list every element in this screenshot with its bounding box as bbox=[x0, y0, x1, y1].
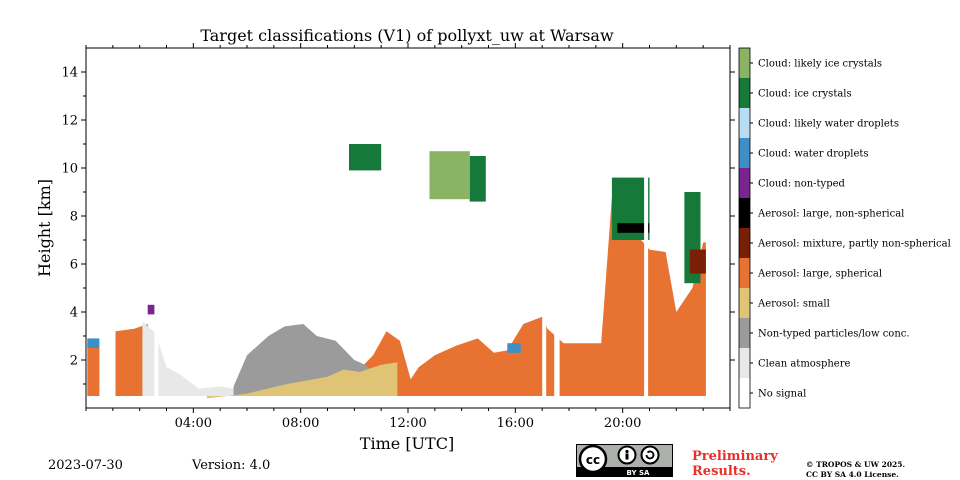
x-axis-label: Time [UTC] bbox=[360, 434, 454, 453]
version-label: Version: 4.0 bbox=[192, 458, 271, 473]
colorbar-label: Cloud: likely ice crystals bbox=[758, 59, 882, 70]
colorbar-label: Aerosol: large, spherical bbox=[757, 269, 882, 280]
colorbar-label: Aerosol: small bbox=[757, 299, 830, 310]
svg-text:cc: cc bbox=[586, 453, 600, 467]
license-badge-text: BY SA bbox=[627, 469, 651, 477]
y-tick-label: 12 bbox=[61, 114, 78, 129]
colorbar-label: Cloud: ice crystals bbox=[758, 89, 852, 100]
preliminary-line-2: Results. bbox=[692, 464, 751, 479]
plot-area bbox=[85, 47, 731, 409]
feature-3 bbox=[349, 144, 382, 171]
colorbar-swatch bbox=[739, 168, 750, 198]
colorbar-label: Cloud: water droplets bbox=[758, 149, 869, 160]
gap-3 bbox=[554, 48, 560, 396]
colorbar-legend: Cloud: likely ice crystals Cloud: ice cry… bbox=[738, 47, 951, 409]
gap-1 bbox=[154, 48, 159, 396]
gap-2 bbox=[542, 48, 547, 396]
copyright-line-1: © TROPOS & UW 2025. bbox=[806, 460, 906, 469]
x-axis: 04:00 08:00 12:00 16:00 20:00 bbox=[85, 43, 731, 431]
cc-icon bbox=[578, 444, 608, 474]
feature-1 bbox=[507, 343, 521, 353]
y-tick-label: 2 bbox=[70, 354, 78, 369]
copyright-line-2: CC BY SA 4.0 License. bbox=[806, 470, 899, 479]
colorbar-label: Aerosol: large, non-spherical bbox=[757, 209, 904, 220]
y-tick-label: 8 bbox=[70, 210, 78, 225]
sa-icon bbox=[640, 445, 660, 465]
y-tick-label: 10 bbox=[61, 162, 78, 177]
y-axis: 2 4 6 8 10 12 14 bbox=[61, 66, 735, 385]
colorbar-swatch bbox=[739, 348, 750, 378]
colorbar-label: Clean atmosphere bbox=[758, 359, 851, 370]
colorbar-label: No signal bbox=[758, 389, 806, 400]
colorbar-label: Aerosol: mixture, partly non-spherical bbox=[757, 239, 951, 250]
copyright-note: © TROPOS & UW 2025. CC BY SA 4.0 License… bbox=[806, 460, 905, 480]
feature-0 bbox=[87, 338, 103, 348]
colorbar-label: Non-typed particles/low conc. bbox=[758, 329, 910, 340]
colorbar-frame bbox=[738, 47, 751, 409]
x-tick-label: 08:00 bbox=[282, 416, 319, 431]
colorbar-swatch bbox=[739, 318, 750, 348]
feature-4 bbox=[469, 156, 486, 202]
colorbar-swatch bbox=[739, 198, 750, 228]
colorbar-swatch bbox=[739, 258, 750, 288]
colorbar-swatch bbox=[739, 228, 750, 258]
feature-8 bbox=[617, 223, 650, 233]
layer-3 bbox=[206, 362, 398, 399]
x-tick-label: 04:00 bbox=[175, 416, 212, 431]
colorbar-swatch bbox=[739, 138, 750, 168]
y-tick-label: 6 bbox=[70, 258, 78, 273]
layer-2 bbox=[142, 321, 234, 396]
feature-2 bbox=[147, 304, 159, 315]
preliminary-line-1: Preliminary bbox=[692, 449, 778, 464]
preliminary-results-note: Preliminary Results. bbox=[692, 449, 778, 479]
date-label: 2023-07-30 bbox=[48, 458, 123, 473]
y-axis-label: Height [km] bbox=[35, 179, 54, 277]
feature-9 bbox=[689, 249, 706, 274]
colorbar-swatch bbox=[739, 288, 750, 318]
colorbar-swatch bbox=[739, 108, 750, 138]
y-tick-label: 4 bbox=[70, 306, 78, 321]
y-tick-label: 14 bbox=[61, 66, 78, 81]
feature-5 bbox=[429, 151, 470, 200]
colorbar-label: Cloud: non-typed bbox=[758, 179, 846, 190]
x-tick-label: 12:00 bbox=[389, 416, 426, 431]
x-tick-label: 20:00 bbox=[604, 416, 641, 431]
gap-0 bbox=[99, 48, 116, 396]
colorbar-swatch bbox=[739, 48, 750, 78]
chart-title: Target classifications (V1) of pollyxt_u… bbox=[200, 26, 614, 45]
gap-4 bbox=[644, 48, 649, 396]
cc-by-sa-license-logo[interactable]: cc BY SA bbox=[576, 444, 673, 477]
x-tick-label: 16:00 bbox=[497, 416, 534, 431]
colorbar-swatch bbox=[739, 378, 750, 408]
layer-0 bbox=[87, 196, 706, 396]
colorbar-label: Cloud: likely water droplets bbox=[758, 119, 899, 130]
colorbar-swatch bbox=[739, 78, 750, 108]
